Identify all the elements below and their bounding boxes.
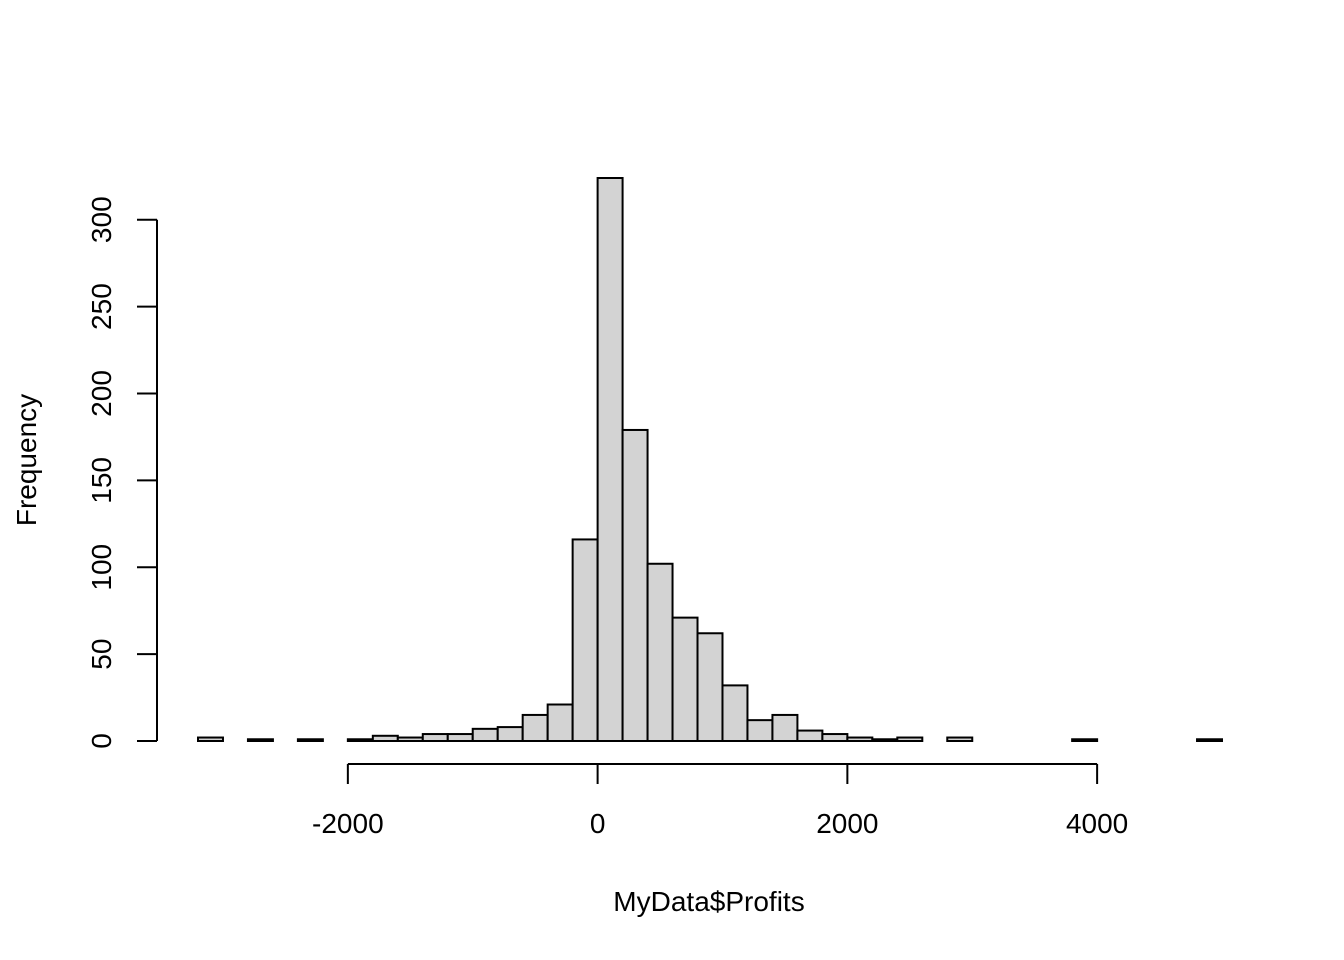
histogram-bar <box>896 736 924 743</box>
x-tick-label: 2000 <box>816 808 878 839</box>
histogram-bar <box>371 734 399 743</box>
y-tick-label: 50 <box>86 639 117 670</box>
y-tick-label: 300 <box>86 196 117 243</box>
x-tick-label: 0 <box>590 808 606 839</box>
histogram-bar <box>471 727 499 743</box>
histogram-bar <box>496 726 524 742</box>
histogram-bar <box>746 719 774 742</box>
histogram-bar <box>421 733 449 742</box>
histogram-bar <box>571 538 599 743</box>
histogram-bar <box>871 738 899 742</box>
y-tick-label: 250 <box>86 283 117 330</box>
histogram-bar <box>1196 738 1224 742</box>
histogram-bar <box>1071 738 1099 742</box>
y-tick-label: 200 <box>86 370 117 417</box>
y-tick-label: 150 <box>86 457 117 504</box>
y-axis-title: Frequency <box>11 394 42 526</box>
histogram-bar <box>246 738 274 742</box>
histogram-bar <box>446 733 474 742</box>
histogram-bar <box>771 713 799 742</box>
histogram-bar <box>346 738 374 742</box>
x-axis: -2000 0 2000 4000 <box>312 763 1128 839</box>
histogram-bar <box>796 729 824 743</box>
histogram-bar <box>946 736 974 743</box>
histogram-bar <box>197 736 224 743</box>
histogram-bar <box>721 684 749 743</box>
histogram-bar <box>296 738 324 742</box>
x-axis-title: MyData$Profits <box>613 886 804 917</box>
histogram-bar <box>646 562 674 743</box>
histogram-bars <box>197 177 1224 743</box>
histogram-bar <box>821 733 849 742</box>
x-tick-label: -2000 <box>312 808 384 839</box>
histogram-bar <box>596 177 624 742</box>
y-tick-label: 0 <box>86 733 117 749</box>
histogram-bar <box>396 736 424 743</box>
x-tick-label: 4000 <box>1066 808 1128 839</box>
histogram-bar <box>846 736 874 743</box>
histogram-bar <box>546 703 574 743</box>
histogram-bar <box>621 428 649 742</box>
y-tick-label: 100 <box>86 544 117 591</box>
histogram-bar <box>696 632 724 743</box>
y-axis: 0 50 100 150 200 250 300 <box>86 196 158 749</box>
histogram-bar <box>521 713 549 742</box>
histogram-bar <box>671 616 699 742</box>
